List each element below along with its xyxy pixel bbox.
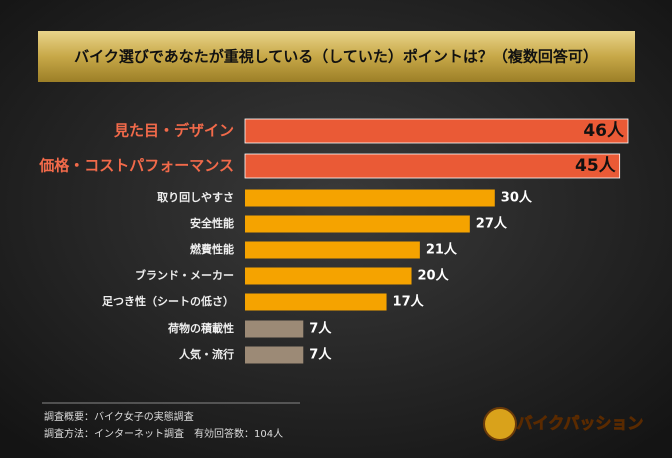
category-label: 取り回しやすさ [157, 190, 234, 204]
logo-badge [483, 407, 517, 441]
value-label: 7人 [309, 321, 332, 337]
chart-title: バイク選びであなたが重視している（していた）ポイントは？（複数回答可） [74, 48, 598, 66]
category-label: 燃費性能 [189, 242, 234, 256]
category-label: 価格・コストパフォーマンス [38, 157, 234, 175]
value-label: 21人 [426, 242, 458, 258]
title-banner [38, 31, 635, 82]
value-label: 45人 [575, 156, 617, 176]
bar [245, 293, 387, 311]
category-label: ブランド・メーカー [135, 268, 234, 282]
bar [244, 118, 629, 144]
value-label: 17人 [393, 294, 425, 310]
bar [245, 215, 470, 233]
category-label: 人気・流行 [179, 347, 234, 361]
logo: バイクパッション [517, 414, 644, 433]
category-label: 見た目・デザイン [113, 122, 234, 140]
bar [245, 346, 304, 364]
value-label: 20人 [418, 268, 450, 284]
bar [245, 320, 304, 338]
note: 調査方法：インターネット調査 有効回答数：104人 [44, 427, 283, 440]
category-label: 安全性能 [190, 216, 234, 230]
category-label: 荷物の積載性 [167, 321, 234, 335]
bar [245, 241, 420, 259]
value-label: 27人 [476, 216, 508, 232]
note: 調査概要：バイク女子の実態調査 [44, 410, 194, 423]
value-label: 7人 [309, 347, 332, 363]
value-label: 30人 [501, 190, 533, 206]
bar [245, 189, 495, 207]
bar [244, 153, 621, 179]
category-label: 足つき性（シートの低さ） [102, 294, 234, 308]
bar [245, 267, 412, 285]
value-label: 46人 [583, 121, 625, 141]
